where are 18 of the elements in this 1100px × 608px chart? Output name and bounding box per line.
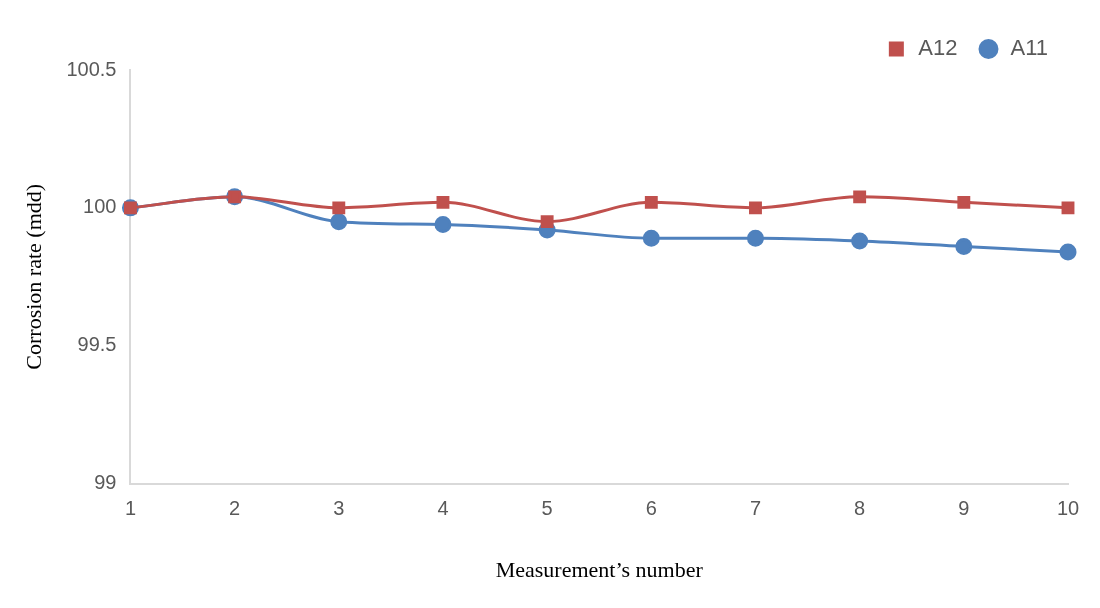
y-tick-label: 100	[83, 195, 117, 218]
x-axis-title: Measurement’s number	[495, 556, 704, 582]
legend-label: A12	[918, 35, 958, 61]
x-tick-label: 2	[229, 497, 241, 520]
legend-label: A11	[1010, 35, 1048, 61]
x-tick-label: 7	[749, 497, 762, 520]
x-tick-label: 10	[1056, 497, 1080, 520]
x-tick-label: 4	[437, 497, 449, 520]
x-tick-label: 6	[645, 497, 657, 520]
y-tick-label: 99.5	[77, 333, 117, 356]
x-tick-label: 3	[333, 497, 345, 520]
x-tick-label: 9	[958, 497, 970, 520]
x-tick-label: 5	[541, 497, 553, 520]
x-tick-label: 8	[854, 497, 866, 520]
y-tick-label: 100.5	[66, 57, 117, 80]
y-tick-label: 99	[94, 471, 117, 494]
y-axis-title: Corrosion rate (mdd)	[20, 183, 46, 370]
x-tick-label: 1	[124, 497, 137, 520]
